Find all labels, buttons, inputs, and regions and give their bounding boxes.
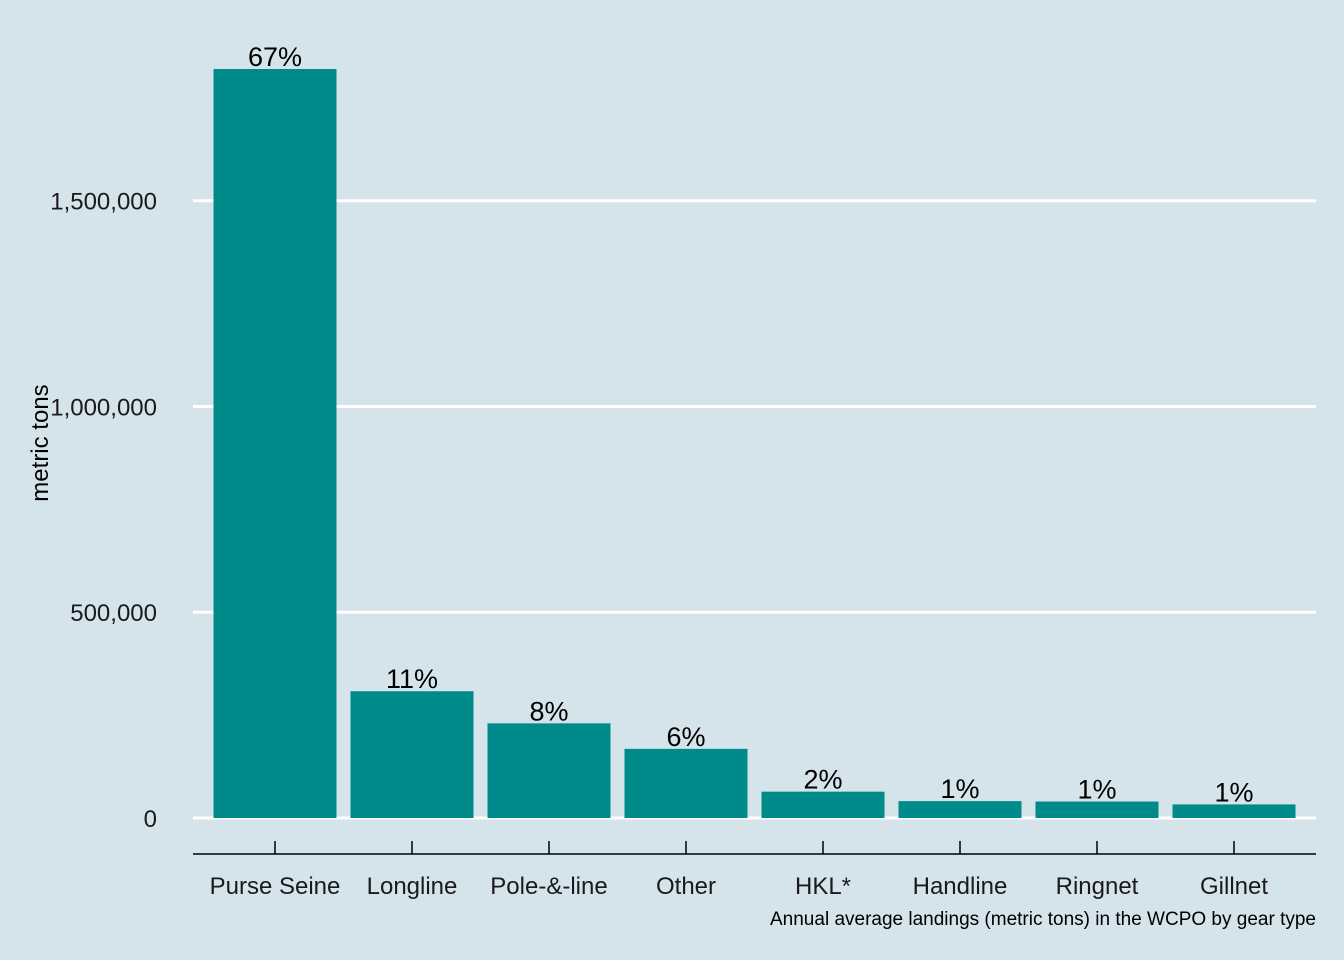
y-tick-label: 1,000,000 bbox=[50, 394, 157, 421]
data-label: 1% bbox=[1077, 775, 1116, 805]
data-label: 11% bbox=[386, 664, 438, 694]
x-tick-label: Purse Seine bbox=[210, 873, 341, 900]
bar-other bbox=[624, 748, 748, 818]
bar-purse-seine bbox=[213, 69, 337, 818]
y-tick-label: 500,000 bbox=[70, 600, 157, 627]
data-label: 67% bbox=[248, 42, 302, 72]
data-labels: 67% 11% 8% 6% 2% 1% 1% 1% bbox=[248, 42, 1254, 807]
bar-gillnet bbox=[1172, 804, 1296, 818]
y-tick-label: 1,500,000 bbox=[50, 189, 157, 216]
data-label: 1% bbox=[1214, 777, 1253, 807]
x-tick-label: Other bbox=[656, 873, 716, 900]
data-label: 6% bbox=[666, 722, 705, 752]
x-tick-label: Ringnet bbox=[1056, 873, 1139, 900]
chart-caption: Annual average landings (metric tons) in… bbox=[770, 909, 1316, 930]
x-tick-label: Pole-&-line bbox=[490, 873, 607, 900]
data-label: 1% bbox=[940, 774, 979, 804]
y-tick-label: 0 bbox=[144, 806, 157, 833]
y-axis-title: metric tons bbox=[27, 384, 54, 501]
x-tick-label: Handline bbox=[913, 873, 1008, 900]
x-tick-label: HKL* bbox=[795, 873, 851, 900]
bar-pole-line bbox=[487, 723, 611, 818]
x-tick-label: Gillnet bbox=[1200, 873, 1268, 900]
bar-longline bbox=[350, 691, 474, 818]
bar-hkl bbox=[761, 791, 885, 818]
bar-ringnet bbox=[1035, 801, 1159, 818]
bars bbox=[213, 69, 1296, 818]
bar-handline bbox=[898, 801, 1022, 818]
y-axis: 0 500,000 1,000,000 1,500,000 bbox=[50, 189, 157, 833]
x-axis: Purse Seine Longline Pole-&-line Other HKL* H… bbox=[193, 841, 1316, 900]
x-tick-label: Longline bbox=[367, 873, 458, 900]
data-label: 2% bbox=[803, 765, 842, 795]
data-label: 8% bbox=[529, 696, 568, 726]
